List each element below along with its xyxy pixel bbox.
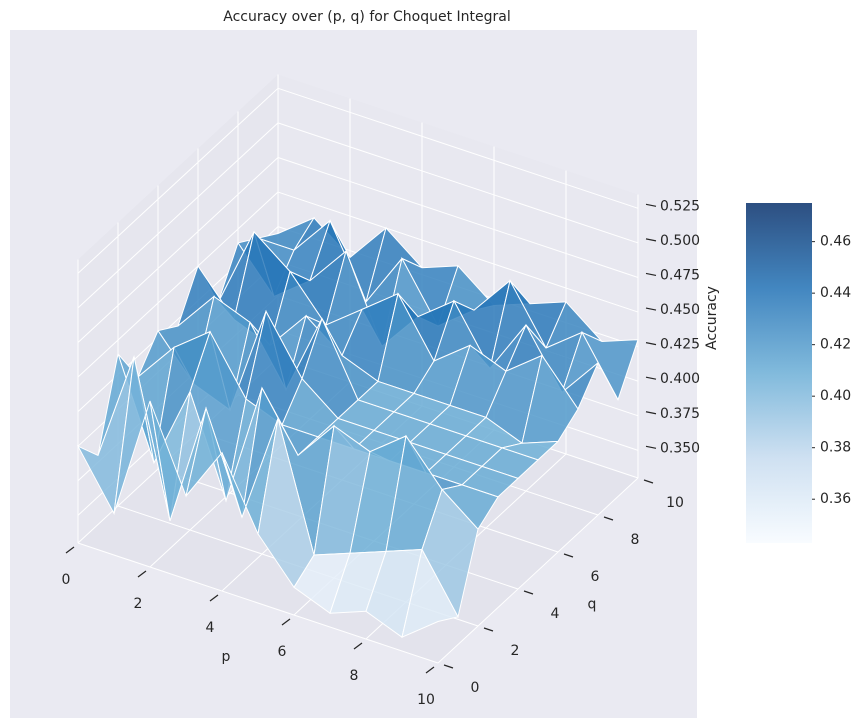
grid-line	[77, 87, 279, 274]
y-tick-label: 2	[511, 643, 520, 659]
grid-line	[277, 156, 639, 278]
colorbar-tick-label: 0.38	[820, 440, 851, 456]
y-tick	[483, 627, 494, 632]
x-tick-label: 2	[134, 596, 143, 612]
y-tick-label: 0	[471, 680, 480, 696]
grid-line	[437, 477, 639, 664]
z-tick	[645, 203, 657, 207]
x-tick-label: 8	[350, 668, 359, 684]
z-tick	[645, 307, 657, 311]
y-tick	[443, 664, 454, 669]
x-axis-label: p	[222, 649, 231, 665]
grid-line	[77, 191, 279, 378]
surface-cell	[401, 548, 459, 639]
x-tick	[281, 618, 291, 626]
z-tick	[645, 445, 657, 449]
x-tick	[425, 666, 435, 674]
x-tick-label: 0	[62, 572, 71, 588]
grid-line	[277, 191, 639, 313]
z-tick	[645, 272, 657, 277]
z-tick	[645, 376, 657, 380]
x-tick-label: 10	[417, 692, 435, 708]
y-tick-label: 4	[551, 606, 560, 622]
z-tick-label: 0.425	[660, 337, 700, 353]
colorbar-tick-label: 0.44	[820, 285, 851, 301]
colorbar-tick-label: 0.42	[820, 337, 851, 353]
z-tick	[645, 411, 657, 415]
grid-line	[277, 122, 639, 244]
z-axis-label: Accuracy	[704, 286, 720, 350]
grid-line	[277, 87, 639, 209]
z-tick-label: 0.500	[660, 233, 700, 249]
z-tick-label: 0.525	[660, 198, 700, 214]
grid-line	[77, 122, 279, 309]
y-tick-label: 8	[631, 532, 640, 548]
colorbar-tick-label: 0.46	[820, 234, 851, 250]
z-tick-label: 0.475	[660, 267, 700, 283]
grid-line	[77, 157, 279, 343]
x-tick	[137, 570, 147, 578]
z-tick-label: 0.400	[660, 371, 700, 387]
chart-title: Accuracy over (p, q) for Choquet Integra…	[223, 9, 511, 25]
y-tick	[643, 479, 654, 484]
z-tick-label: 0.450	[660, 302, 700, 318]
colorbar-tick-label: 0.36	[820, 491, 851, 507]
z-tick-label: 0.350	[660, 440, 700, 456]
y-tick	[523, 590, 534, 595]
x-tick-label: 6	[278, 644, 287, 660]
x-tick	[353, 642, 363, 650]
z-tick	[645, 342, 657, 346]
y-tick-label: 10	[666, 495, 684, 511]
colorbar-tick-label: 0.40	[820, 388, 851, 404]
y-axis-label: q	[588, 597, 597, 613]
grid-line	[77, 542, 439, 664]
z-tick-label: 0.375	[660, 406, 700, 422]
z-tick	[645, 238, 657, 242]
y-tick	[563, 553, 574, 558]
x-tick	[65, 546, 75, 554]
y-tick-label: 6	[591, 569, 600, 585]
x-tick	[209, 594, 219, 602]
colorbar	[746, 203, 812, 543]
y-tick	[603, 516, 614, 521]
x-tick-label: 4	[206, 620, 215, 636]
